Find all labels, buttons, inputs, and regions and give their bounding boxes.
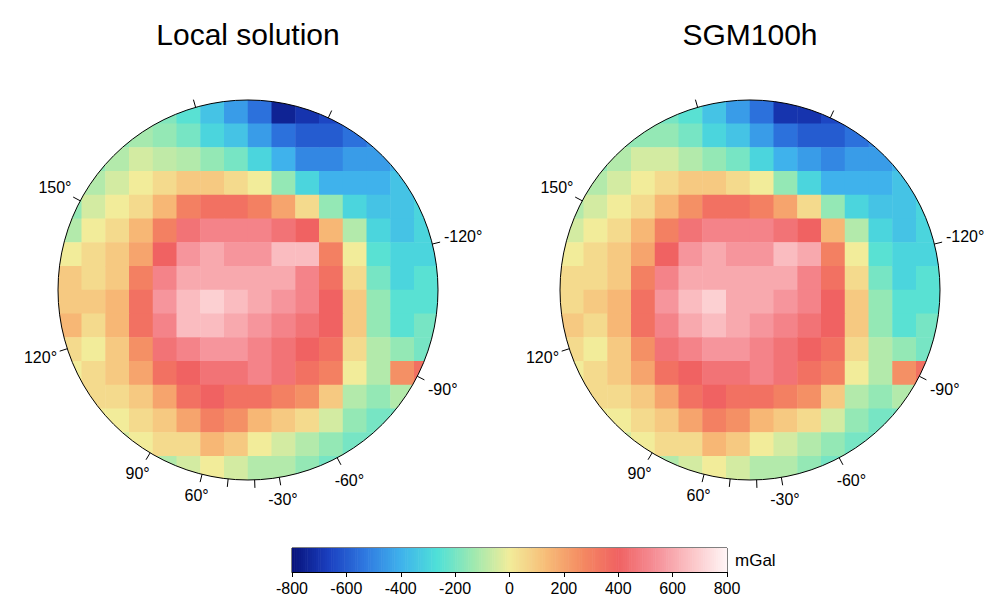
- svg-text:-120°: -120°: [946, 228, 984, 245]
- svg-text:90°: 90°: [125, 465, 149, 482]
- svg-text:120°: 120°: [526, 349, 559, 366]
- svg-text:-60°: -60°: [837, 472, 867, 489]
- svg-text:-400: -400: [385, 580, 417, 597]
- svg-text:-800: -800: [276, 580, 308, 597]
- svg-text:90°: 90°: [627, 465, 651, 482]
- svg-text:400: 400: [605, 580, 632, 597]
- svg-text:0: 0: [505, 580, 514, 597]
- svg-text:600: 600: [659, 580, 686, 597]
- svg-text:150°: 150°: [540, 179, 573, 196]
- svg-text:-30°: -30°: [770, 491, 800, 508]
- svg-text:150°: 150°: [38, 179, 71, 196]
- svg-text:-600: -600: [330, 580, 362, 597]
- svg-text:-120°: -120°: [444, 228, 482, 245]
- svg-text:-60°: -60°: [335, 472, 365, 489]
- svg-text:-200: -200: [439, 580, 471, 597]
- svg-text:200: 200: [551, 580, 578, 597]
- svg-text:120°: 120°: [24, 349, 57, 366]
- svg-text:SGM100h: SGM100h: [682, 18, 817, 51]
- svg-text:800: 800: [714, 580, 741, 597]
- svg-text:mGal: mGal: [735, 551, 776, 570]
- svg-text:60°: 60°: [687, 487, 711, 504]
- svg-text:-90°: -90°: [428, 381, 458, 398]
- svg-text:60°: 60°: [185, 487, 209, 504]
- svg-text:Local solution: Local solution: [156, 18, 339, 51]
- svg-text:-30°: -30°: [268, 491, 298, 508]
- svg-text:-90°: -90°: [930, 381, 960, 398]
